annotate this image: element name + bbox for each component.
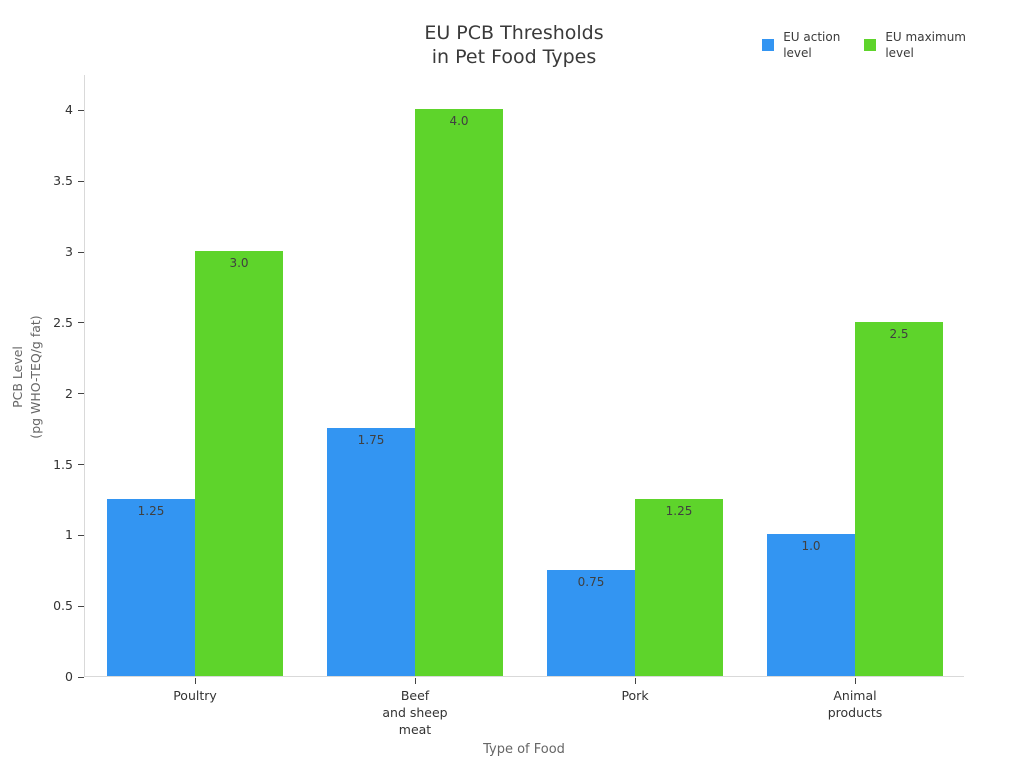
y-tick-label: 3 <box>65 244 73 260</box>
bar-eu-action-level: 0.75 <box>547 569 635 676</box>
y-tick-label: 1 <box>65 527 73 543</box>
legend: EU action level EU maximum level <box>762 29 966 61</box>
bar-value-label: 1.0 <box>801 539 821 554</box>
y-tick-mark <box>78 251 84 253</box>
y-tick-mark <box>78 534 84 536</box>
legend-swatch-icon <box>864 39 877 51</box>
bar-eu-maximum-level: 1.25 <box>635 498 723 676</box>
y-axis-title-line1: PCB Level <box>10 346 25 408</box>
x-tick-mark <box>854 678 856 684</box>
y-tick-mark <box>78 676 84 678</box>
x-tick-mark <box>194 678 196 684</box>
y-tick-label: 0.5 <box>53 598 73 614</box>
y-axis-title: PCB Level (pg WHO-TEQ/g fat) <box>9 277 47 477</box>
y-tick-mark <box>78 393 84 395</box>
bar-value-label: 1.25 <box>665 503 693 518</box>
y-tick-label: 2.5 <box>53 314 73 330</box>
y-tick-label: 4 <box>65 102 73 118</box>
y-tick-label: 1.5 <box>53 456 73 472</box>
y-tick-mark <box>78 464 84 466</box>
bar-eu-action-level: 1.25 <box>107 498 195 676</box>
bar-eu-action-level: 1.75 <box>327 428 415 676</box>
y-tick-label: 0 <box>65 669 73 684</box>
legend-swatch-icon <box>762 39 775 51</box>
y-axis-title-line2: (pg WHO-TEQ/g fat) <box>28 315 43 439</box>
legend-item-eu-maximum-level[interactable]: EU maximum level <box>864 29 966 61</box>
chart-title-line2: in Pet Food Types <box>431 46 597 68</box>
chart-title-line1: EU PCB Thresholds <box>424 22 604 44</box>
y-tick-mark <box>78 322 84 324</box>
bar-eu-maximum-level: 2.5 <box>855 321 943 676</box>
x-tick-label-animal-products: Animal products <box>827 688 883 720</box>
y-tick-mark <box>78 180 84 182</box>
bar-eu-maximum-level: 3.0 <box>195 251 283 676</box>
bar-value-label: 0.75 <box>577 574 605 589</box>
bar-eu-maximum-level: 4.0 <box>415 109 503 676</box>
x-tick-label-poultry: Poultry <box>173 688 217 703</box>
y-tick-mark <box>78 605 84 607</box>
y-tick-label: 2 <box>65 385 73 401</box>
x-tick-label-pork: Pork <box>621 688 649 703</box>
bar-value-label: 2.5 <box>889 326 909 341</box>
chart-title: EU PCB Thresholds in Pet Food Types <box>84 21 944 69</box>
legend-item-eu-action-level[interactable]: EU action level <box>762 29 840 61</box>
bar-value-label: 1.25 <box>137 503 165 518</box>
y-tick-label: 3.5 <box>53 173 73 189</box>
plot-area: 0 0.5 1 1.5 2 2.5 3 3.5 4 Poultry 1.25 3.0 Beef and s… <box>53 75 964 737</box>
bar-value-label: 4.0 <box>449 114 469 129</box>
x-axis-title: Type of Food <box>483 742 565 757</box>
x-tick-label-beef-and-sheep-meat: Beef and sheep meat <box>382 688 448 737</box>
bar-value-label: 3.0 <box>229 256 249 271</box>
legend-item-label: EU action level <box>783 30 841 60</box>
y-tick-mark <box>78 109 84 111</box>
x-tick-mark <box>634 678 636 684</box>
x-tick-mark <box>414 678 416 684</box>
bar-value-label: 1.75 <box>357 433 385 448</box>
bar-eu-action-level: 1.0 <box>767 534 855 676</box>
legend-item-label: EU maximum level <box>885 30 966 60</box>
